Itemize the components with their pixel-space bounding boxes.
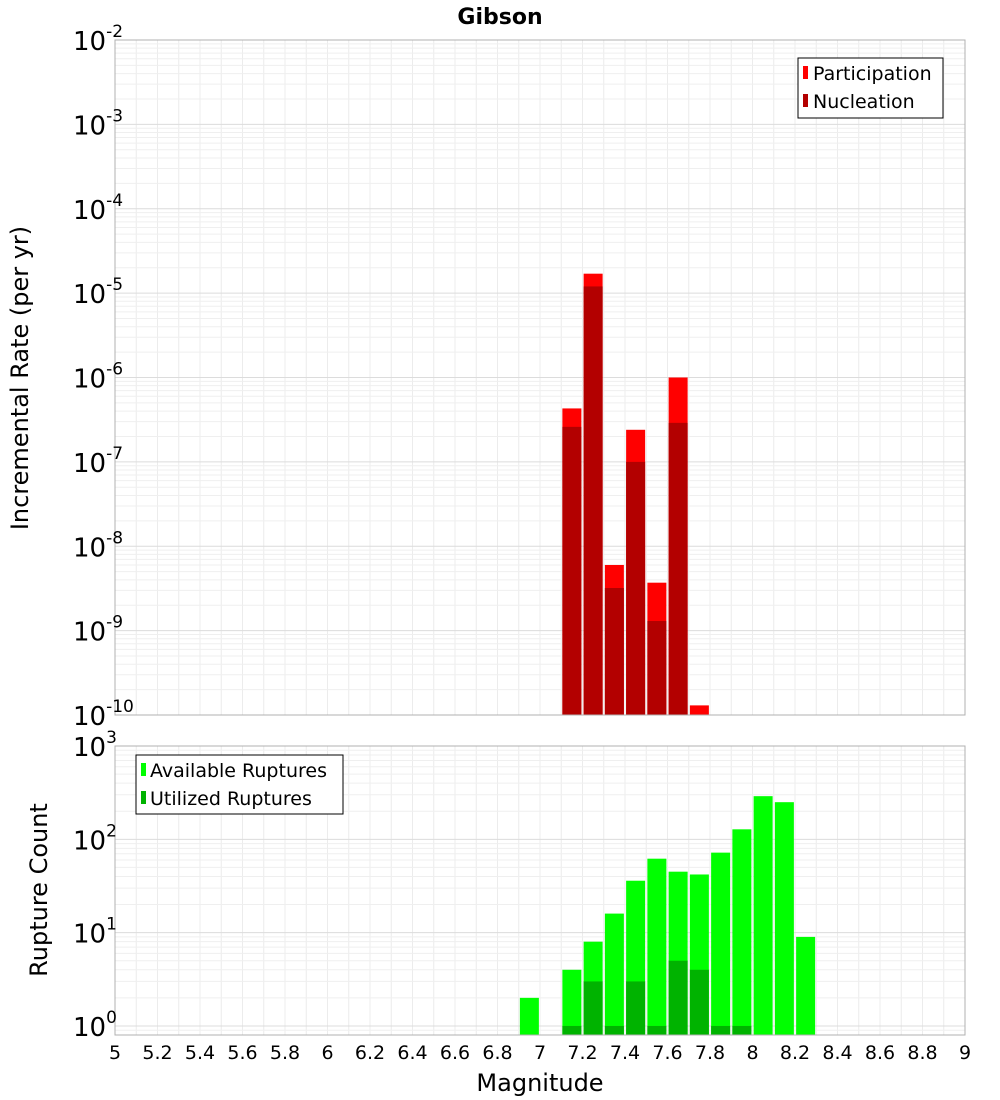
count-bar-available-ruptures (753, 796, 773, 1035)
legend-nucleation-swatch (803, 94, 808, 107)
x-tick-label: 8.8 (907, 1042, 937, 1064)
rate-bar-nucleation (583, 286, 603, 715)
rate-panel: 10-210-310-410-510-610-710-810-910-10 In… (6, 22, 966, 732)
x-tick-label: 8.4 (822, 1042, 852, 1064)
count-bar-utilized-ruptures (562, 1025, 582, 1035)
x-tick-label: 5.6 (227, 1042, 257, 1064)
x-tick-label: 6.4 (397, 1042, 427, 1064)
legend-utilized-label: Utilized Ruptures (150, 788, 312, 810)
count-bar-available-ruptures (711, 852, 731, 1035)
x-axis-label: Magnitude (476, 1069, 603, 1097)
count-bar-utilized-ruptures (604, 1025, 624, 1035)
rate-legend: Participation Nucleation (797, 57, 944, 119)
count-y-axis-label: Rupture Count (25, 803, 53, 977)
count-bars (519, 796, 816, 1035)
legend-utilized-swatch (141, 791, 146, 804)
rate-bars (562, 273, 709, 715)
rate-bar-nucleation (604, 588, 624, 715)
count-bar-available-ruptures (774, 802, 794, 1035)
count-bar-utilized-ruptures (689, 969, 709, 1035)
count-plot-border (114, 745, 966, 1036)
rate-bar-nucleation (647, 621, 667, 715)
rate-legend-box (797, 57, 944, 119)
count-bar-available-ruptures (647, 858, 667, 1035)
count-x-tick-labels: 5 5.2 5.4 5.6 5.8 6 6.2 6.4 6.6 6.8 7 7.2 7.4 7.6 7.8 8… (109, 1042, 971, 1064)
x-tick-label: 5 (109, 1042, 121, 1064)
x-tick-label: 7.4 (610, 1042, 640, 1064)
legend-nucleation-label: Nucleation (813, 91, 915, 113)
x-tick-label: 8.2 (780, 1042, 810, 1064)
legend-participation-label: Participation (813, 63, 932, 85)
count-bar-utilized-ruptures (647, 1025, 667, 1035)
x-tick-label: 9 (959, 1042, 971, 1064)
count-bar-available-ruptures (519, 997, 539, 1035)
count-bar-utilized-ruptures (732, 1025, 752, 1035)
rate-y-axis-label: Incremental Rate (per yr) (6, 226, 34, 530)
count-bar-utilized-ruptures (626, 981, 646, 1035)
rate-bar-nucleation (668, 422, 688, 715)
rate-y-tick-label: 10-6 (73, 360, 123, 395)
x-tick-label: 5.8 (270, 1042, 300, 1064)
count-legend: Available Ruptures Utilized Ruptures (135, 754, 344, 815)
count-bar-utilized-ruptures (668, 960, 688, 1035)
x-tick-label: 5.2 (142, 1042, 172, 1064)
rate-bar-participation (689, 705, 709, 715)
rate-plot-border (114, 39, 966, 716)
x-tick-label: 8 (746, 1042, 758, 1064)
x-tick-label: 7 (534, 1042, 546, 1064)
rate-y-tick-label: 10-4 (73, 191, 123, 226)
x-tick-label: 6.2 (355, 1042, 385, 1064)
count-bar-utilized-ruptures (583, 981, 603, 1035)
legend-available-swatch (141, 763, 146, 776)
count-bar-available-ruptures (562, 969, 582, 1035)
legend-participation-swatch (803, 66, 808, 79)
rate-bar-nucleation (562, 426, 582, 715)
x-tick-label: 7.6 (652, 1042, 682, 1064)
count-legend-box (135, 754, 344, 815)
count-bar-available-ruptures (796, 936, 816, 1035)
rate-gridlines (115, 39, 965, 716)
rate-bar-nucleation (626, 461, 646, 715)
count-bar-utilized-ruptures (711, 1025, 731, 1035)
x-tick-label: 6.8 (482, 1042, 512, 1064)
x-tick-label: 7.8 (695, 1042, 725, 1064)
chart-title: Gibson (457, 5, 542, 30)
x-tick-label: 6.6 (440, 1042, 470, 1064)
legend-available-label: Available Ruptures (150, 760, 327, 782)
x-tick-label: 5.4 (185, 1042, 215, 1064)
x-tick-label: 6 (321, 1042, 333, 1064)
x-tick-label: 7.2 (567, 1042, 597, 1064)
count-bar-available-ruptures (732, 829, 752, 1035)
count-bar-available-ruptures (604, 913, 624, 1035)
x-tick-label: 8.6 (865, 1042, 895, 1064)
